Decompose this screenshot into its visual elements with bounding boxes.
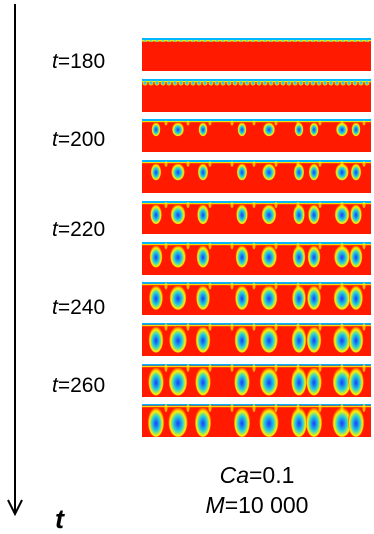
snapshot-frame (142, 241, 371, 275)
capillary-number: Ca=0.1 (219, 462, 295, 488)
snapshot-frame (142, 322, 371, 356)
snapshot-frame (142, 78, 371, 112)
time-label-220: t=220 (52, 218, 106, 241)
simulation-snapshots (142, 0, 374, 534)
time-axis-symbol: t (55, 504, 64, 534)
viscosity-ratio: M=10 000 (205, 492, 309, 518)
snapshot-frame (142, 200, 371, 234)
snapshot-frame (142, 282, 371, 316)
snapshot-frame (142, 38, 371, 71)
snapshot-frame (142, 404, 371, 438)
snapshot-frame (142, 160, 371, 194)
time-label-180: t=180 (52, 50, 106, 73)
time-label-260: t=260 (52, 374, 106, 397)
time-label-240: t=240 (52, 296, 106, 319)
time-label-200: t=200 (52, 128, 106, 151)
snapshot-frame (142, 119, 371, 153)
time-arrow (7, 4, 23, 517)
snapshot-frame (142, 363, 371, 397)
